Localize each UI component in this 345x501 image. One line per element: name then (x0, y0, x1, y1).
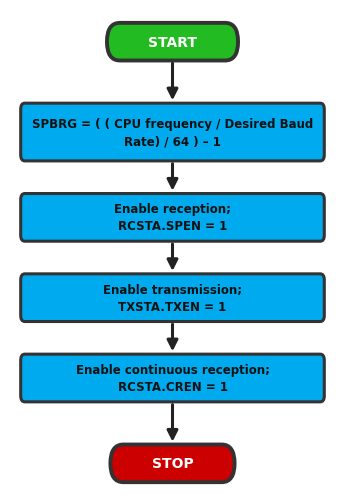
FancyBboxPatch shape (21, 194, 324, 241)
Text: Enable reception;
RCSTA.SPEN = 1: Enable reception; RCSTA.SPEN = 1 (114, 203, 231, 233)
FancyBboxPatch shape (110, 445, 235, 482)
FancyBboxPatch shape (21, 355, 324, 402)
Text: STOP: STOP (151, 456, 194, 470)
Text: Enable transmission;
TXSTA.TXEN = 1: Enable transmission; TXSTA.TXEN = 1 (103, 283, 242, 313)
FancyBboxPatch shape (107, 24, 238, 61)
FancyBboxPatch shape (21, 275, 324, 322)
Text: SPBRG = ( ( CPU frequency / Desired Baud
Rate) / 64 ) – 1: SPBRG = ( ( CPU frequency / Desired Baud… (32, 118, 313, 148)
FancyBboxPatch shape (21, 104, 324, 161)
Text: START: START (148, 36, 197, 50)
Text: Enable continuous reception;
RCSTA.CREN = 1: Enable continuous reception; RCSTA.CREN … (76, 363, 269, 393)
